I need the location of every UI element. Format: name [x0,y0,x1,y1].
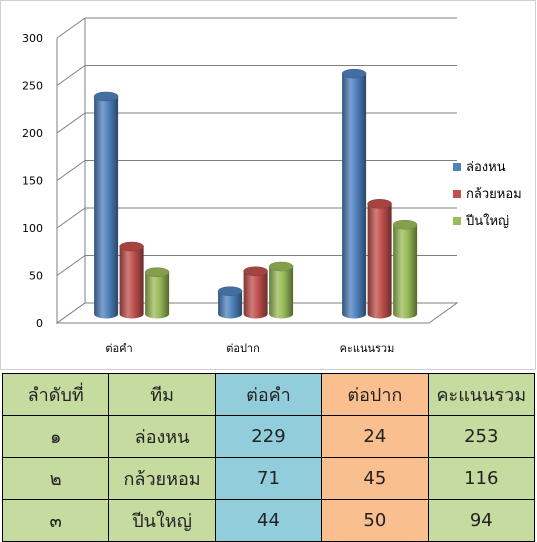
cell-team: ปีนใหญ่ [108,499,216,542]
gridline-side-3 [56,160,86,181]
y-tick-label-3: 150 [22,175,43,188]
bar-top-1-1 [243,266,268,276]
cell-team: กล้วยหอม [108,457,216,500]
bar-0-2 [145,272,170,319]
bar-0-0 [94,96,119,319]
gridline-side-4 [56,112,86,134]
legend-item-2: ปีนใหญ่ [453,207,522,234]
legend-item-0: ล่องหน [453,153,522,180]
bar-2-0 [342,73,367,319]
chart-legend: ล่องหน กล้วยหอม ปีนใหญ่ [453,153,522,234]
x-tick-label-0: ต่อคำ [105,342,132,355]
cell-mouth: 24 [321,415,429,458]
cell-rank: ๓ [1,499,110,542]
legend-swatch-2 [453,216,461,225]
cell-word: 71 [214,457,323,500]
bar-0-1 [119,246,144,319]
legend-label-1: กล้วยหอม [466,187,522,202]
cell-mouth: 50 [321,499,429,542]
bar-top-0-0 [93,91,119,102]
bar-top-0-2 [144,267,170,277]
legend-swatch-1 [453,189,461,198]
y-tick-label-5: 250 [22,80,43,93]
bar-1-1 [243,271,268,319]
table-row: ๓ ปีนใหญ่ 44 50 94 [1,499,536,542]
bar-top-0-1 [119,241,144,252]
chart-area: 0 50 100 150 200 250 300 ต่อคำ ต่อปาก คะแนนรวม ล่… [0,0,536,370]
bar-top-2-0 [341,68,367,79]
bar-1-2 [269,266,294,319]
cell-mouth: 45 [321,457,429,500]
gridline-side-2 [56,207,86,229]
cell-total: 253 [427,415,536,458]
bar-2-1 [367,203,392,319]
bar-2-2 [393,224,418,319]
header-mouth: ต่อปาก [321,373,429,416]
header-word: ต่อคำ [214,373,323,416]
gridline-side-1 [56,255,86,276]
cell-word: 44 [214,499,323,542]
cell-total: 94 [427,499,536,542]
bar-top-1-2 [268,261,294,272]
gridline-side-5 [56,65,86,86]
gridline-side-6 [56,17,86,39]
legend-label-2: ปีนใหญ่ [466,214,510,229]
y-tick-label-6: 300 [22,32,43,45]
x-tick-label-1: ต่อปาก [226,342,260,355]
y-tick-label-1: 50 [29,270,43,283]
y-tick-label-2: 100 [22,222,43,235]
legend-item-1: กล้วยหอม [453,180,522,207]
cell-team: ล่องหน [108,415,216,458]
legend-label-0: ล่องหน [466,160,506,175]
cell-rank: ๑ [1,415,110,458]
y-tick-label-0: 0 [36,317,43,330]
y-tick-label-4: 200 [22,127,43,140]
table-row: ๑ ล่องหน 229 24 253 [1,415,536,458]
header-total: คะแนนรวม [427,373,536,416]
bar-top-2-1 [367,199,392,209]
bar-top-1-0 [217,286,243,296]
table-row: ๒ กล้วยหอม 71 45 116 [1,457,536,500]
x-tick-label-2: คะแนนรวม [340,342,395,355]
cell-word: 229 [214,415,323,458]
bar-top-2-2 [392,219,418,230]
bar-chart: 0 50 100 150 200 250 300 ต่อคำ ต่อปาก คะแนนรวม [22,17,459,355]
score-table: ลำดับที่ ทีม ต่อคำ ต่อปาก คะแนนรวม ๑ ล่อ… [1,373,536,542]
table-header-row: ลำดับที่ ทีม ต่อคำ ต่อปาก คะแนนรวม [1,373,536,416]
cell-rank: ๒ [1,457,110,500]
cell-total: 116 [427,457,536,500]
bar-1-0 [218,291,243,319]
header-rank: ลำดับที่ [1,373,110,416]
legend-swatch-0 [453,162,461,171]
header-team: ทีม [108,373,216,416]
